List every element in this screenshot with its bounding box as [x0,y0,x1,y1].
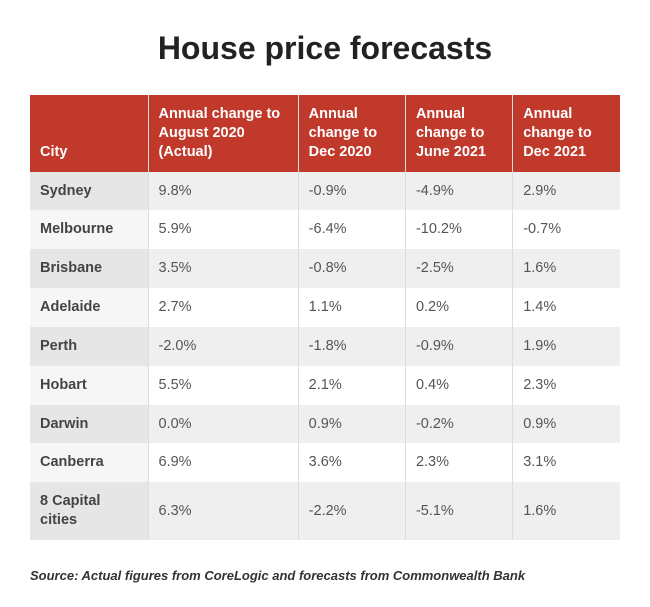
table-row: Brisbane 3.5% -0.8% -2.5% 1.6% [30,249,620,288]
cell-value: 3.6% [298,443,405,482]
table-row: 8 Capital cities 6.3% -2.2% -5.1% 1.6% [30,482,620,540]
cell-value: 5.5% [148,366,298,405]
cell-value: -2.2% [298,482,405,540]
cell-value: 0.0% [148,405,298,444]
table-row: Perth -2.0% -1.8% -0.9% 1.9% [30,327,620,366]
cell-value: -0.8% [298,249,405,288]
col-header-dec2020: Annual change to Dec 2020 [298,95,405,172]
forecast-table: City Annual change to August 2020 (Actua… [30,95,620,540]
cell-city: Brisbane [30,249,148,288]
cell-value: -0.9% [298,172,405,211]
cell-city: Adelaide [30,288,148,327]
cell-value: -1.8% [298,327,405,366]
cell-value: -5.1% [405,482,512,540]
cell-value: 2.9% [513,172,620,211]
page-title: House price forecasts [30,30,620,67]
table-row: Darwin 0.0% 0.9% -0.2% 0.9% [30,405,620,444]
cell-city: Melbourne [30,210,148,249]
cell-value: -2.5% [405,249,512,288]
table-header-row: City Annual change to August 2020 (Actua… [30,95,620,172]
col-header-city: City [30,95,148,172]
cell-value: 6.9% [148,443,298,482]
col-header-dec2021: Annual change to Dec 2021 [513,95,620,172]
cell-value: 2.3% [513,366,620,405]
cell-value: 0.4% [405,366,512,405]
table-row: Canberra 6.9% 3.6% 2.3% 3.1% [30,443,620,482]
cell-value: 0.2% [405,288,512,327]
cell-city: Canberra [30,443,148,482]
cell-city: 8 Capital cities [30,482,148,540]
cell-value: 5.9% [148,210,298,249]
cell-value: 2.7% [148,288,298,327]
cell-value: 6.3% [148,482,298,540]
cell-value: -2.0% [148,327,298,366]
cell-value: -4.9% [405,172,512,211]
cell-value: 3.5% [148,249,298,288]
cell-value: 1.6% [513,482,620,540]
table-row: Hobart 5.5% 2.1% 0.4% 2.3% [30,366,620,405]
cell-value: 1.1% [298,288,405,327]
col-header-jun2021: Annual change to June 2021 [405,95,512,172]
table-row: Melbourne 5.9% -6.4% -10.2% -0.7% [30,210,620,249]
cell-city: Perth [30,327,148,366]
cell-value: 0.9% [298,405,405,444]
cell-value: 1.6% [513,249,620,288]
cell-value: 2.3% [405,443,512,482]
cell-city: Hobart [30,366,148,405]
table-row: Adelaide 2.7% 1.1% 0.2% 1.4% [30,288,620,327]
cell-value: 9.8% [148,172,298,211]
cell-value: -0.9% [405,327,512,366]
cell-value: 1.4% [513,288,620,327]
cell-value: 0.9% [513,405,620,444]
cell-value: 2.1% [298,366,405,405]
table-body: Sydney 9.8% -0.9% -4.9% 2.9% Melbourne 5… [30,172,620,540]
cell-city: Darwin [30,405,148,444]
cell-value: -6.4% [298,210,405,249]
cell-value: -10.2% [405,210,512,249]
cell-city: Sydney [30,172,148,211]
col-header-aug2020: Annual change to August 2020 (Actual) [148,95,298,172]
cell-value: -0.7% [513,210,620,249]
cell-value: 1.9% [513,327,620,366]
cell-value: -0.2% [405,405,512,444]
cell-value: 3.1% [513,443,620,482]
table-row: Sydney 9.8% -0.9% -4.9% 2.9% [30,172,620,211]
source-attribution: Source: Actual figures from CoreLogic an… [30,568,620,583]
